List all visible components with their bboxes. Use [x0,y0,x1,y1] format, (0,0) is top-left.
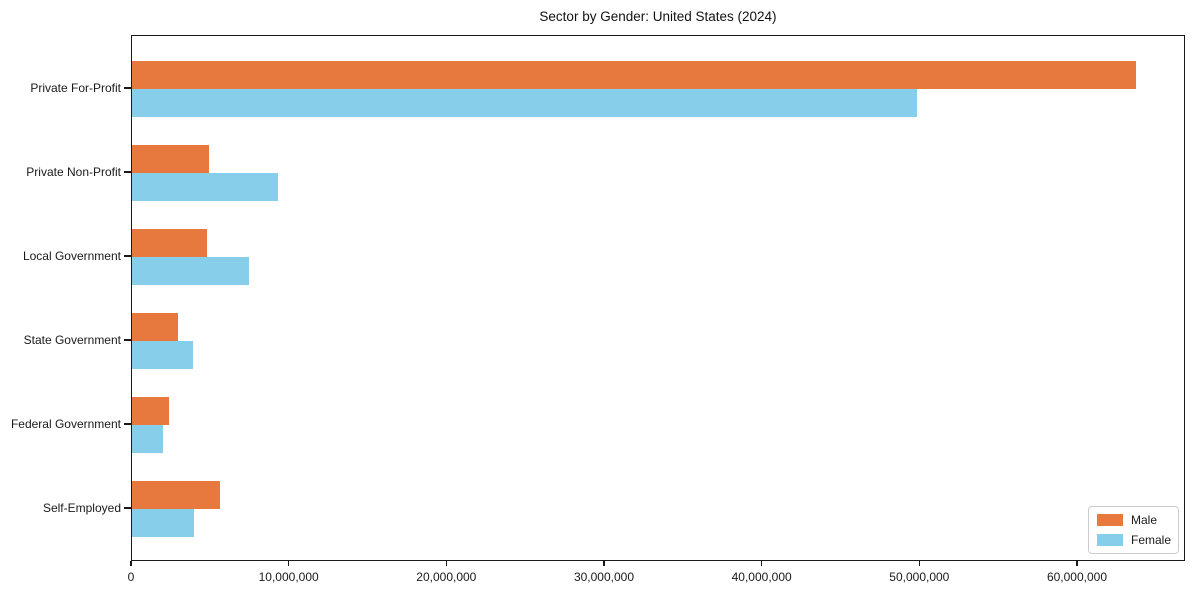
y-tick-label: Private For-Profit [30,81,121,95]
y-tick-label: State Government [23,333,121,347]
x-tick-mark [918,561,921,566]
legend: Male Female [1088,506,1179,554]
bar-male-5 [132,397,170,425]
x-tick-label: 20,000,000 [416,570,477,584]
bar-male-1 [132,61,1137,89]
bar-female-5 [132,425,164,453]
bar-female-2 [132,173,278,201]
bar-male-4 [132,313,178,341]
y-tick-label: Self-Employed [42,501,121,515]
y-tick-mark [124,87,131,89]
x-tick-mark [287,561,290,566]
x-tick-label: 40,000,000 [731,570,792,584]
x-tick-label: 60,000,000 [1046,570,1108,584]
y-tick-label: Local Government [22,249,121,263]
x-tick-label: 10,000,000 [258,570,319,584]
x-tick-label: 50,000,000 [889,570,950,584]
bar-female-1 [132,89,918,117]
bar-male-3 [132,229,207,257]
bar-female-3 [132,257,249,285]
chart-title: Sector by Gender: United States (2024) [539,9,777,24]
y-tick-mark [124,255,131,257]
x-tick-label: 0 [127,570,135,584]
bar-male-6 [132,481,220,509]
x-tick-mark [603,561,605,566]
y-tick-label: Private Non-Profit [26,165,121,179]
x-tick-mark [760,561,763,566]
x-tick-mark [445,561,448,566]
x-tick-mark [1076,561,1078,566]
plot-area [131,35,1185,561]
legend-entry-female: Female [1097,533,1172,547]
male-series-swatch-icon [1097,514,1123,526]
x-tick-mark [130,561,132,566]
legend-label-female: Female [1131,533,1172,547]
bar-female-4 [132,341,193,369]
x-tick-label: 30,000,000 [573,570,635,584]
female-series-swatch-icon [1097,534,1123,546]
y-tick-mark [124,507,131,509]
bar-male-2 [132,145,210,173]
bar-female-6 [132,509,194,537]
y-tick-label: Federal Government [10,417,121,431]
y-tick-mark [124,339,131,341]
y-tick-mark [124,423,131,425]
legend-entry-male: Male [1097,513,1169,527]
y-tick-mark [124,171,131,173]
legend-label-male: Male [1131,513,1158,527]
